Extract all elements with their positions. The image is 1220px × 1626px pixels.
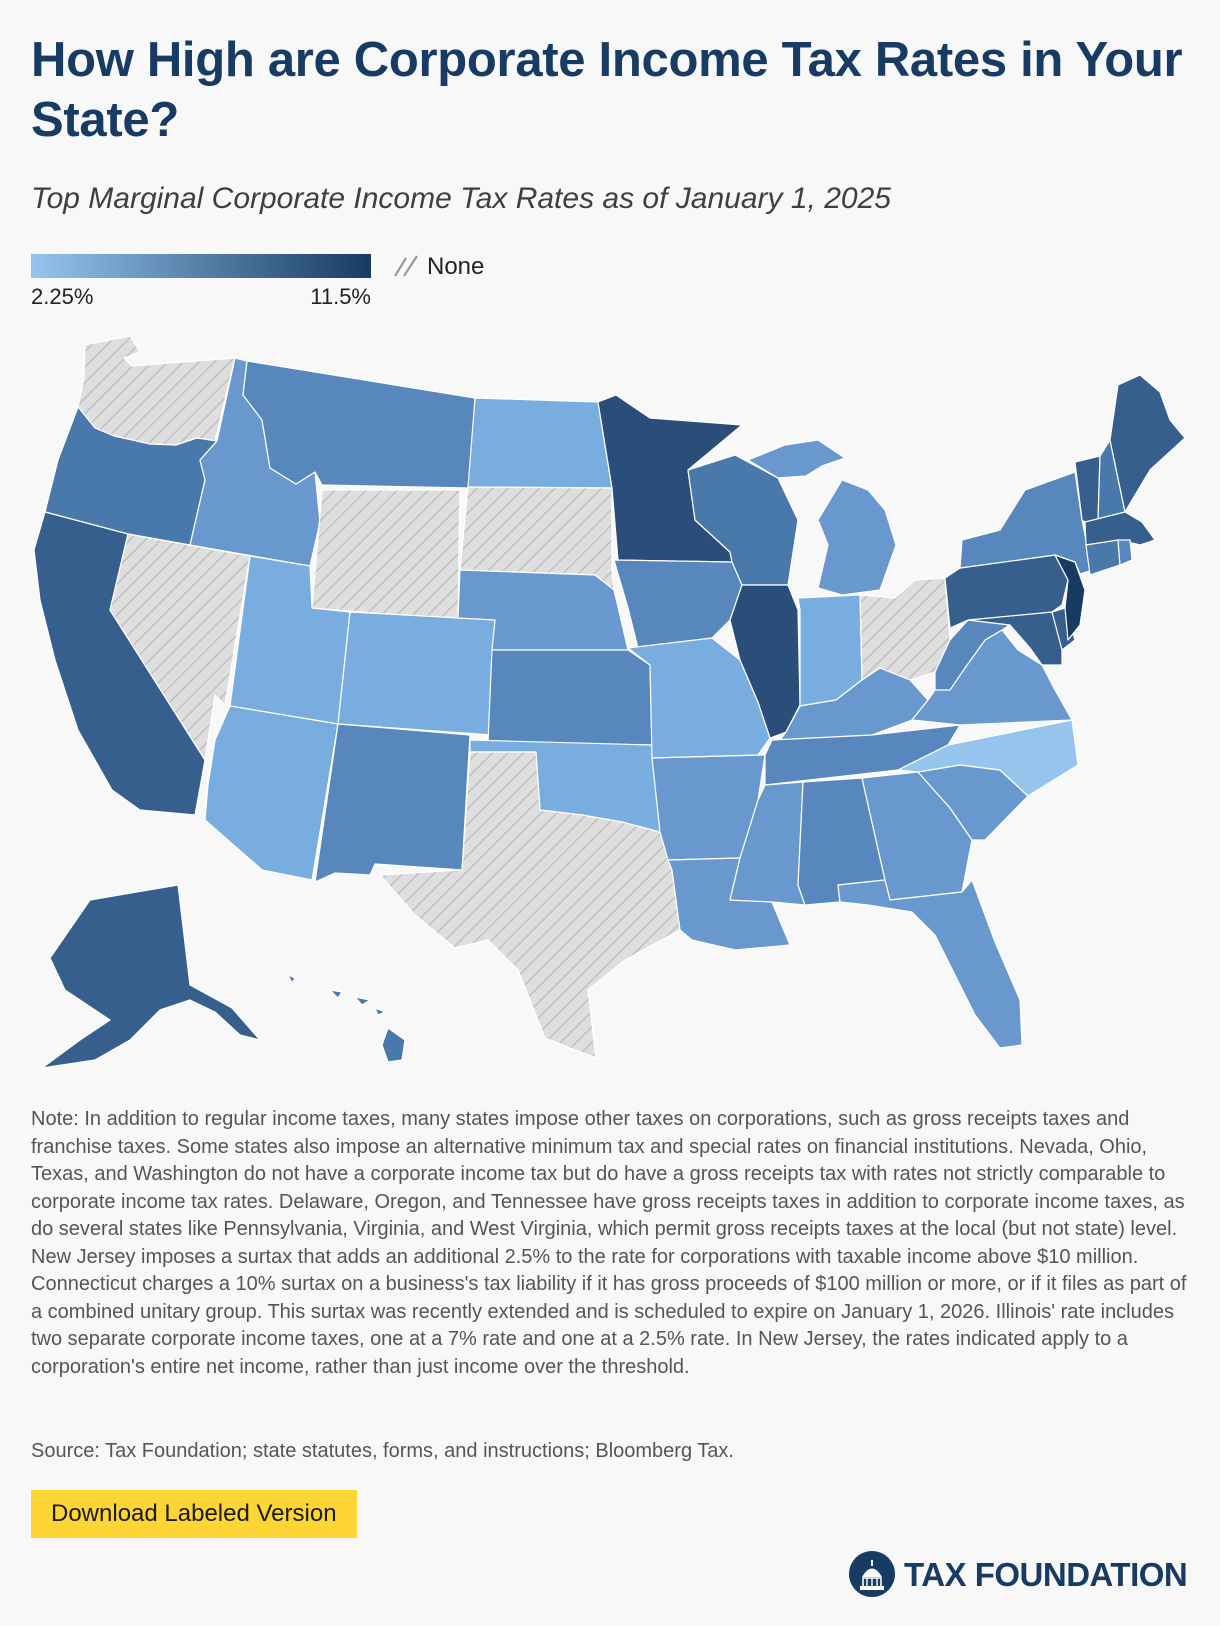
- legend-max-label: 11.5%: [310, 284, 371, 309]
- hatch-swatch-icon: [394, 255, 418, 277]
- capitol-dome-icon: [849, 1551, 895, 1597]
- legend: 2.25% 11.5% None: [31, 254, 511, 314]
- source-text: Source: Tax Foundation; state statutes, …: [31, 1440, 734, 1462]
- page-title: How High are Corporate Income Tax Rates …: [31, 33, 1183, 147]
- state-MT[interactable]: [242, 360, 476, 489]
- state-AZ[interactable]: [204, 705, 339, 881]
- state-IA[interactable]: [613, 559, 743, 649]
- state-KS[interactable]: [487, 649, 653, 746]
- state-OH[interactable]: [859, 577, 951, 681]
- brand-name: TAX FOUNDATION: [904, 1556, 1188, 1593]
- state-WV[interactable]: [934, 619, 1011, 691]
- state-IL[interactable]: [729, 584, 801, 739]
- download-labeled-version-button[interactable]: Download Labeled Version: [31, 1490, 357, 1538]
- state-DE[interactable]: [1051, 607, 1076, 651]
- state-RI[interactable]: [1117, 539, 1133, 566]
- legend-min-label: 2.25%: [31, 284, 94, 309]
- state-ND[interactable]: [467, 397, 613, 489]
- state-NM[interactable]: [314, 723, 471, 883]
- state-FL[interactable]: [837, 879, 1023, 1049]
- state-TX[interactable]: [379, 751, 681, 1059]
- legend-none-label: None: [427, 253, 485, 280]
- state-MI[interactable]: [747, 439, 897, 596]
- state-HI[interactable]: [287, 974, 406, 1063]
- subtitle: Top Marginal Corporate Income Tax Rates …: [31, 182, 891, 215]
- us-state-map: [33, 335, 1186, 1069]
- state-CT[interactable]: [1085, 539, 1121, 576]
- state-CO[interactable]: [337, 611, 496, 736]
- state-NC[interactable]: [897, 719, 1079, 797]
- state-WA[interactable]: [77, 335, 236, 446]
- legend-color-scale: [31, 254, 371, 278]
- note-text: Note: In addition to regular income taxe…: [31, 1108, 1187, 1378]
- state-AK[interactable]: [41, 884, 261, 1069]
- state-VA[interactable]: [911, 629, 1073, 726]
- state-ME[interactable]: [1109, 374, 1186, 513]
- state-WY[interactable]: [311, 489, 461, 621]
- brand-logo[interactable]: TAX FOUNDATION: [848, 1546, 1198, 1602]
